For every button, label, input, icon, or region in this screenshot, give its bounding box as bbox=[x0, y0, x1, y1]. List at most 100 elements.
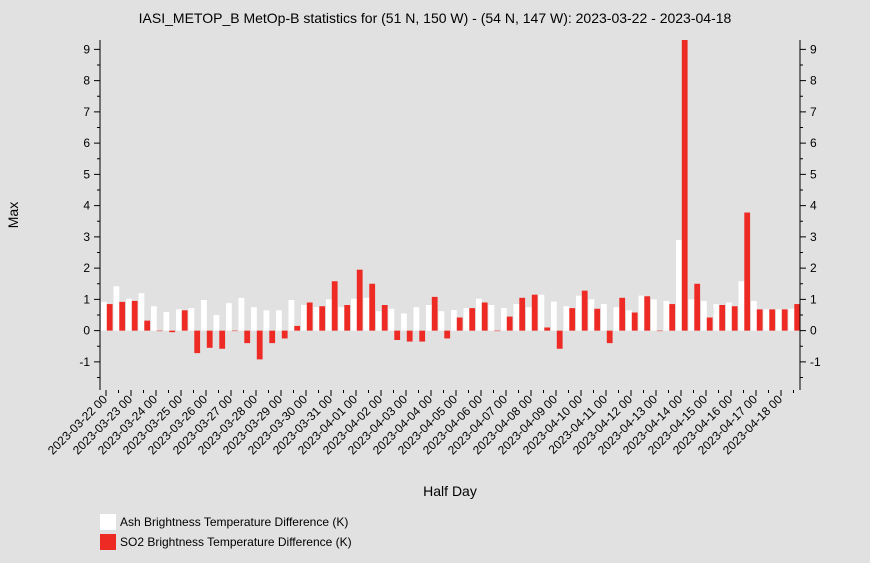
legend-swatch-so2 bbox=[100, 534, 116, 550]
bar-so2-5 bbox=[169, 330, 176, 333]
bar-so2-16 bbox=[306, 302, 313, 331]
bar-so2-15 bbox=[294, 325, 301, 331]
bar-so2-12 bbox=[256, 330, 263, 360]
bar-so2-23 bbox=[394, 330, 401, 341]
bar-so2-22 bbox=[381, 305, 388, 331]
bar-ash-6 bbox=[176, 309, 182, 331]
x-axis-label: Half Day bbox=[423, 483, 477, 499]
bar-so2-17 bbox=[319, 306, 326, 331]
bar-ash-1 bbox=[113, 286, 120, 331]
bar-so2-40 bbox=[606, 330, 613, 344]
bar-ash-0 bbox=[101, 301, 107, 331]
bar-ash-50 bbox=[726, 302, 732, 331]
y-axis-right: -1 0 1 2 3 4 5 6 7 8 9 bbox=[799, 40, 821, 390]
bar-so2-30 bbox=[481, 302, 488, 331]
bar-ash-32 bbox=[501, 308, 507, 331]
bar-so2-21 bbox=[369, 283, 376, 331]
bar-ash-4 bbox=[151, 306, 157, 331]
bar-ash-49 bbox=[713, 304, 720, 331]
bar-so2-0 bbox=[106, 304, 113, 331]
bar-ash-43 bbox=[638, 295, 645, 331]
y-tick-label-left: 7 bbox=[83, 105, 90, 119]
bar-so2-4 bbox=[156, 330, 163, 332]
y-tick-label-right: 1 bbox=[810, 292, 817, 306]
bar-ash-42 bbox=[626, 310, 632, 331]
bar-so2-3 bbox=[144, 320, 151, 331]
bar-ash-35 bbox=[538, 294, 545, 331]
bar-so2-26 bbox=[431, 296, 438, 331]
y-tick-label-right: 8 bbox=[810, 74, 817, 88]
y-tick-label-left: 4 bbox=[83, 199, 90, 213]
bar-ash-40 bbox=[601, 304, 607, 331]
bar-so2-52 bbox=[756, 309, 763, 331]
legend-label-ash: Ash Brightness Temperature Difference (K… bbox=[120, 515, 349, 529]
bar-ash-47 bbox=[688, 299, 695, 331]
legend-label-so2: SO2 Brightness Temperature Difference (K… bbox=[120, 535, 352, 549]
bar-ash-3 bbox=[138, 293, 145, 331]
bar-so2-38 bbox=[581, 290, 588, 331]
chart-title: IASI_METOP_B MetOp-B statistics for (51 … bbox=[138, 10, 732, 26]
bar-so2-54 bbox=[781, 309, 788, 331]
bar-ash-39 bbox=[588, 299, 595, 331]
bar-so2-9 bbox=[219, 330, 226, 349]
bar-so2-53 bbox=[769, 309, 776, 331]
y-tick-label-right: 2 bbox=[810, 261, 817, 275]
bar-so2-2 bbox=[131, 300, 138, 331]
y-axis-left: -1 0 1 2 3 4 5 6 7 8 9 bbox=[79, 40, 101, 390]
bar-so2-33 bbox=[519, 297, 526, 331]
bar-ash-13 bbox=[263, 310, 270, 331]
bar-so2-42 bbox=[631, 312, 638, 331]
bar-so2-28 bbox=[456, 317, 463, 331]
bar-so2-48 bbox=[706, 317, 713, 331]
bar-ash-8 bbox=[201, 300, 207, 331]
bar-ash-10 bbox=[226, 303, 232, 331]
bar-ash-2 bbox=[126, 298, 132, 331]
y-tick-label-left: 6 bbox=[83, 136, 90, 150]
legend-swatch-ash bbox=[100, 514, 116, 530]
bar-so2-29 bbox=[469, 308, 476, 331]
bar-ash-9 bbox=[213, 315, 220, 331]
bar-so2-39 bbox=[594, 308, 601, 331]
bar-so2-10 bbox=[231, 330, 238, 332]
bar-so2-14 bbox=[281, 330, 288, 339]
bar-ash-44 bbox=[651, 299, 657, 331]
y-axis-label: Max bbox=[5, 201, 21, 229]
bar-so2-18 bbox=[331, 281, 338, 331]
bar-ash-34 bbox=[526, 307, 532, 331]
bar-so2-37 bbox=[569, 308, 576, 331]
bar-so2-46 bbox=[681, 40, 688, 331]
bar-so2-36 bbox=[556, 330, 563, 349]
bar-ash-18 bbox=[326, 299, 332, 331]
bar-ash-27 bbox=[438, 311, 445, 331]
y-tick-label-left: 1 bbox=[83, 292, 90, 306]
bar-ash-23 bbox=[388, 308, 395, 331]
bar-ash-48 bbox=[701, 300, 707, 331]
bar-so2-34 bbox=[531, 294, 538, 331]
y-tick-label-right: 4 bbox=[810, 199, 817, 213]
bar-ash-38 bbox=[576, 295, 582, 331]
bar-so2-19 bbox=[344, 305, 351, 331]
bar-ash-33 bbox=[513, 304, 520, 331]
y-tick-label-left: 8 bbox=[83, 74, 90, 88]
bar-so2-11 bbox=[244, 330, 251, 344]
y-tick-label-right: 7 bbox=[810, 105, 817, 119]
bar-ash-14 bbox=[276, 310, 282, 331]
bar-ash-51 bbox=[738, 281, 745, 331]
y-tick-label-right: 9 bbox=[810, 42, 817, 56]
bar-so2-49 bbox=[719, 305, 726, 331]
legend-item-ash: Ash Brightness Temperature Difference (K… bbox=[100, 512, 352, 532]
bar-ash-17 bbox=[313, 307, 320, 331]
y-tick-label-left: -1 bbox=[79, 355, 90, 369]
bar-ash-11 bbox=[238, 297, 245, 331]
bar-ash-12 bbox=[251, 307, 257, 331]
bar-so2-7 bbox=[194, 330, 201, 354]
bar-ash-52 bbox=[751, 300, 757, 331]
bar-so2-44 bbox=[656, 330, 663, 332]
bar-ash-55 bbox=[788, 308, 795, 331]
y-tick-label-left: 0 bbox=[83, 324, 90, 338]
bar-so2-13 bbox=[269, 330, 276, 344]
y-tick-label-right: -1 bbox=[810, 355, 821, 369]
y-tick-label-left: 9 bbox=[83, 42, 90, 56]
